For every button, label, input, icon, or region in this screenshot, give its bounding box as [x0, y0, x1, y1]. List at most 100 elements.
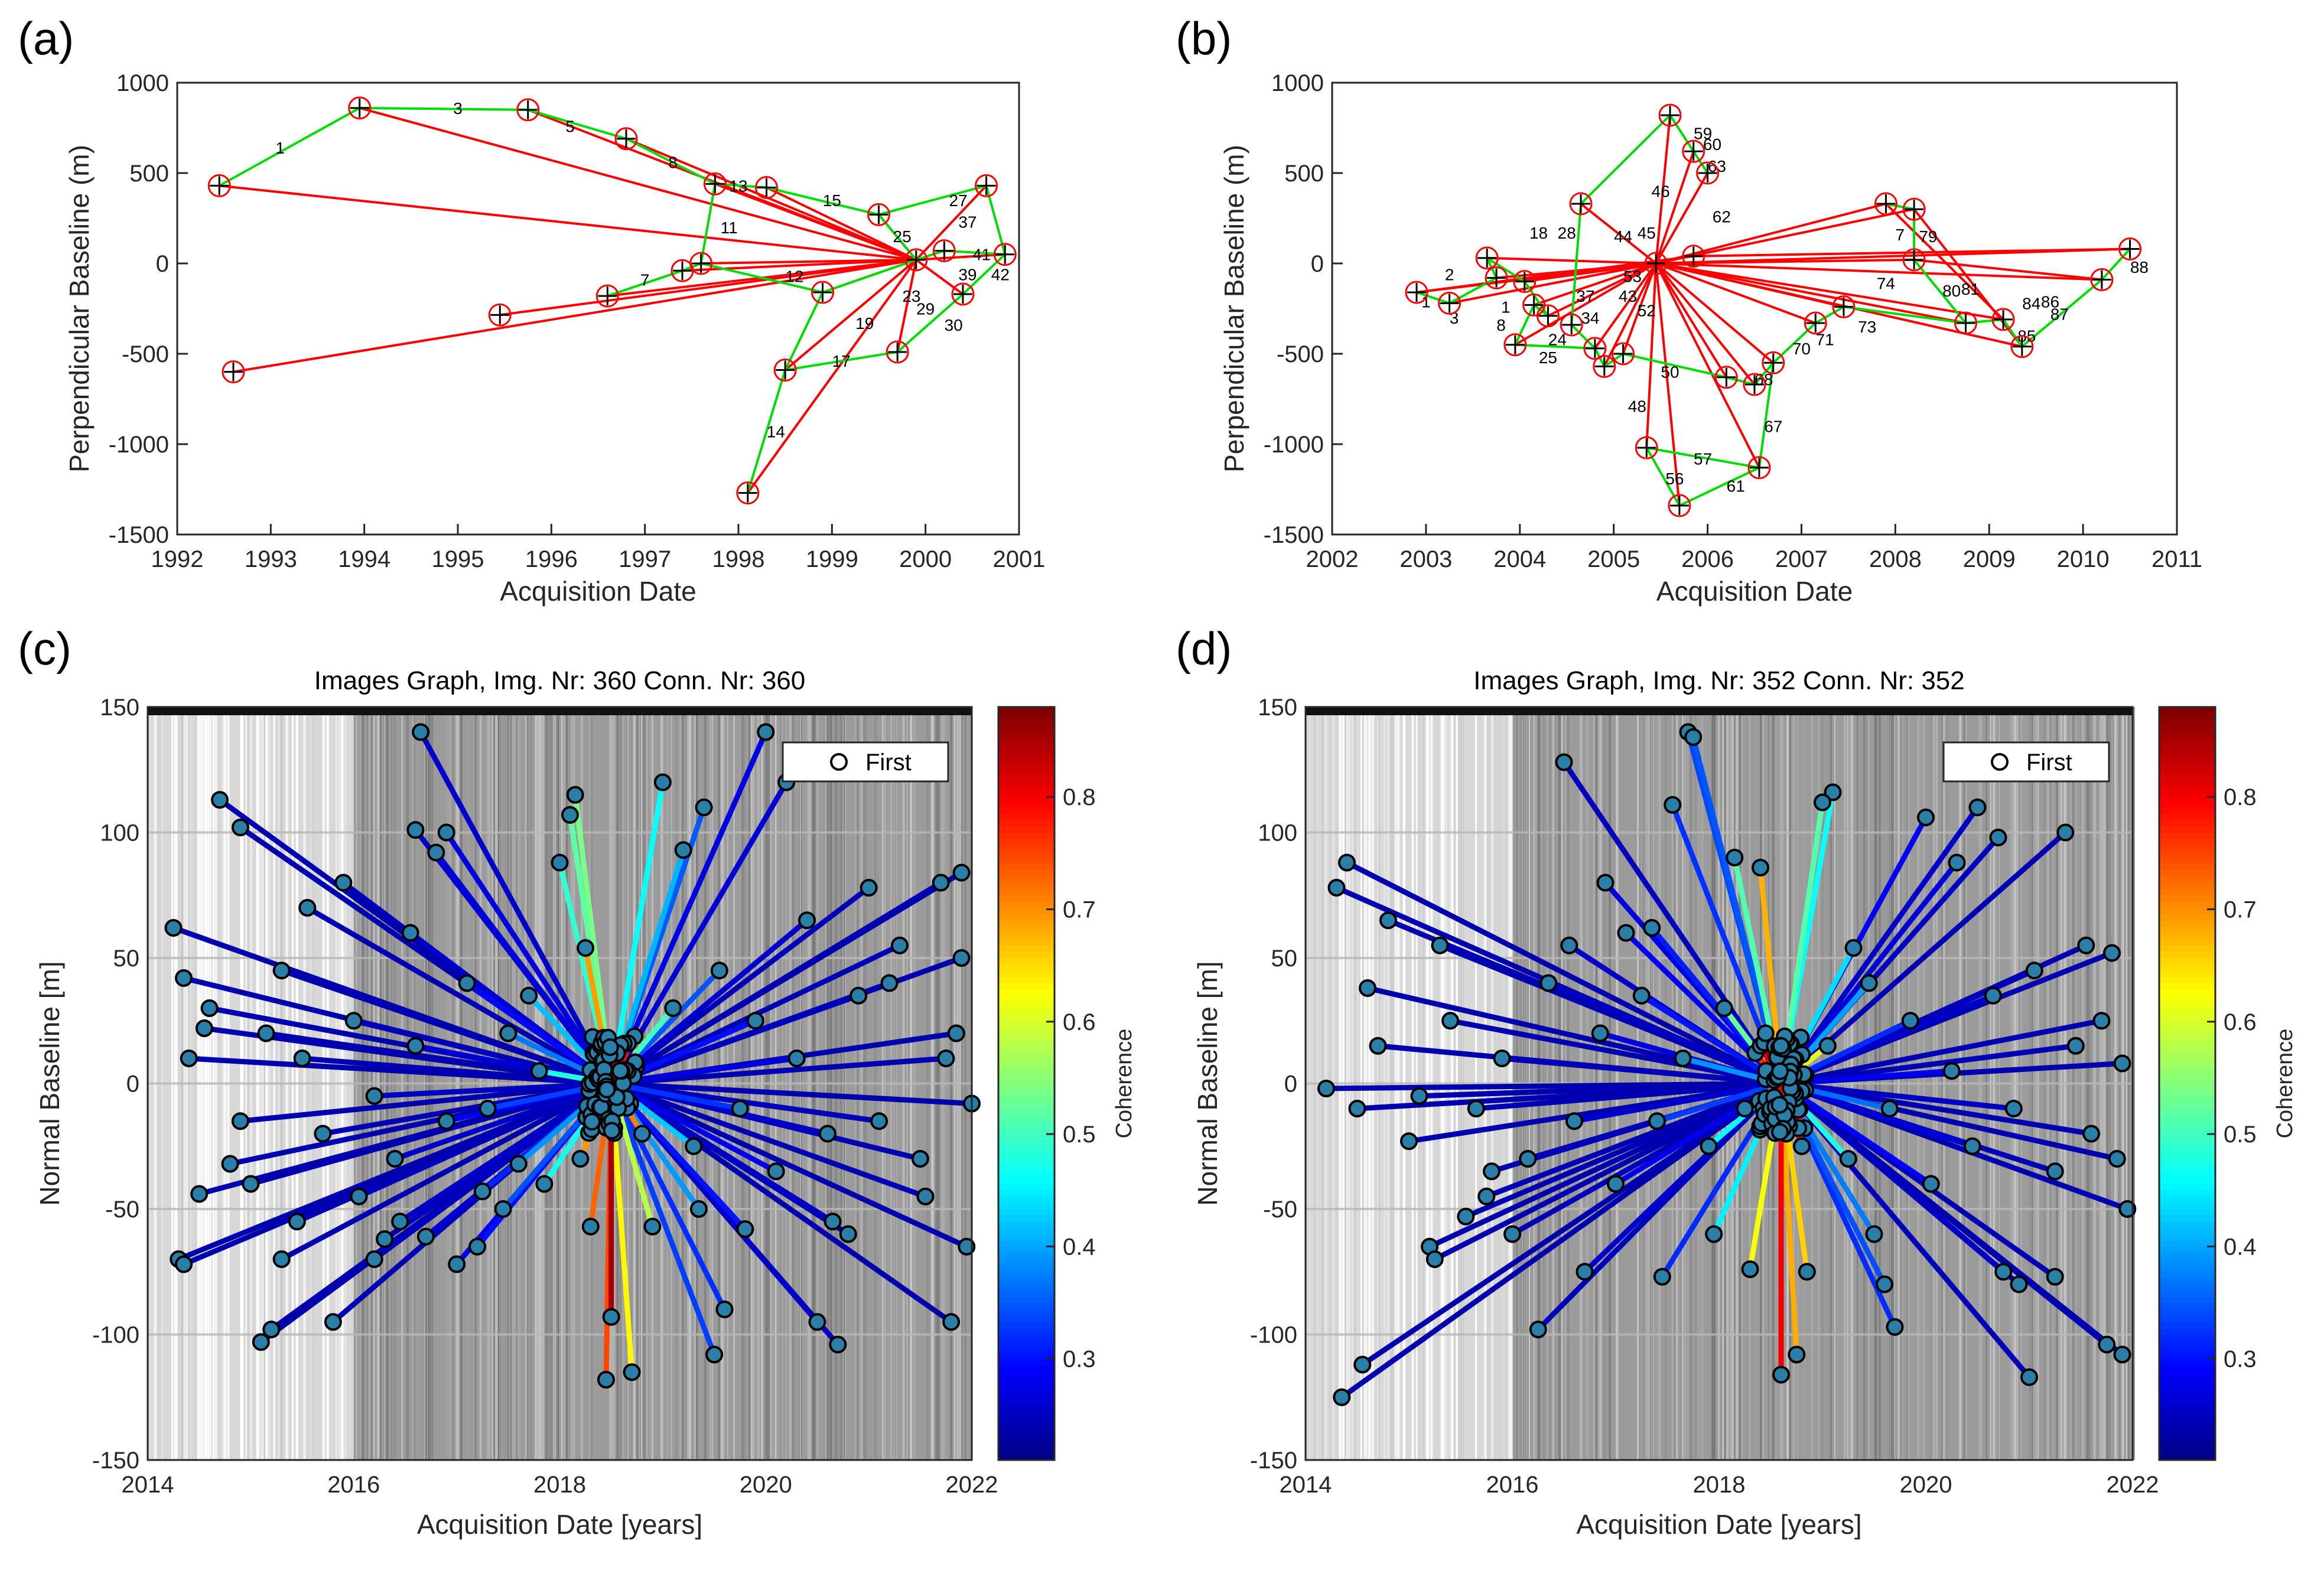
interferogram-edge — [1561, 760, 1784, 1086]
acquisition-node — [1747, 456, 1771, 480]
image-marker — [401, 924, 419, 942]
acquisition-node-cross — [1524, 295, 1544, 315]
baseline-edge-long — [1655, 151, 1695, 264]
colorbar-segment — [2159, 870, 2215, 877]
colorbar-segment — [2159, 1140, 2215, 1147]
colorbar-segment — [998, 889, 1054, 896]
edge-number-label: 8 — [1496, 316, 1506, 334]
image-marker — [602, 1308, 620, 1326]
image-marker — [1467, 1100, 1485, 1117]
baseline-edge-long — [915, 259, 964, 295]
interferogram-edge — [1359, 1081, 1784, 1367]
colorbar-segment — [2159, 1391, 2215, 1398]
image-marker — [880, 974, 899, 992]
acquisition-node-cross — [2092, 270, 2111, 289]
edge-number-label: 7 — [640, 271, 650, 289]
acquisition-node — [689, 252, 713, 275]
colorbar-tick-label: 0.8 — [2224, 784, 2257, 810]
x-tick-label: 1995 — [432, 546, 484, 572]
colorbar-segment — [998, 1246, 1054, 1254]
colorbar-segment — [998, 820, 1054, 827]
baseline-edge-short — [785, 350, 898, 371]
edge-number-label: 29 — [916, 300, 935, 318]
edge-number-label: 8 — [668, 154, 678, 172]
colorbar-segment — [2159, 1127, 2215, 1135]
colorbar-tick-label: 0.7 — [1063, 897, 1096, 923]
edge-number-label: 34 — [1581, 309, 1599, 327]
baseline-edge-long — [1655, 262, 1816, 324]
colorbar-segment — [998, 788, 1054, 796]
colorbar-segment — [2159, 782, 2215, 790]
image-marker — [200, 999, 219, 1017]
colorbar-segment — [2159, 1315, 2215, 1323]
baseline-edge-long — [1885, 203, 2004, 321]
colorbar-segment — [998, 725, 1054, 733]
colorbar-segment — [2159, 933, 2215, 940]
image-marker — [1353, 1355, 1372, 1374]
image-marker — [633, 1125, 651, 1143]
colorbar-segment — [2159, 983, 2215, 990]
image-marker — [916, 1187, 935, 1205]
colorbar-segment — [2159, 1265, 2215, 1273]
image-marker — [757, 723, 775, 741]
acquisition-node-cross — [1749, 458, 1769, 477]
colorbar-segment — [2159, 707, 2215, 714]
panel-a-chart: 1992 1993 1994 1995 1996 1997 1998 1999 2000 2001… — [64, 70, 1045, 607]
acquisition-node — [1475, 246, 1499, 270]
image-marker — [494, 1200, 512, 1218]
edge-number-label: 19 — [855, 314, 874, 333]
panel-b-chart: 2002 2003 2004 2005 2006 2007 2008 2009 2010 2011… — [1219, 70, 2202, 607]
image-marker — [598, 1080, 616, 1099]
colorbar-segment — [2159, 958, 2215, 965]
image-marker — [952, 863, 971, 882]
image-marker — [674, 841, 692, 859]
edge-number-label: 1 — [1421, 292, 1431, 311]
colorbar-segment — [998, 775, 1054, 783]
image-marker — [1457, 1207, 1475, 1226]
y-tick-label: 150 — [1258, 695, 1297, 721]
image-marker — [1942, 1062, 1961, 1080]
acquisition-node — [1832, 295, 1856, 318]
colorbar-segment — [998, 839, 1054, 846]
y-axis-label: Perpendicular Baseline (m) — [64, 145, 95, 472]
acquisition-node — [1902, 248, 1926, 272]
interferogram-edge — [1483, 1081, 1784, 1200]
acquisition-node-cross — [2012, 337, 2032, 356]
colorbar-segment — [2159, 1291, 2215, 1298]
image-marker — [1664, 796, 1682, 814]
colorbar-segment — [2159, 1259, 2215, 1266]
edge-number-label: 50 — [1661, 363, 1679, 382]
image-marker — [2113, 1054, 2131, 1073]
interferogram-edge — [608, 1081, 929, 1200]
image-marker — [1338, 853, 1356, 872]
colorbar-segment — [998, 1360, 1054, 1367]
image-marker — [164, 919, 183, 937]
acquisition-node — [951, 282, 975, 306]
baseline-edge-short — [701, 262, 823, 294]
image-marker — [581, 1217, 600, 1236]
image-marker — [1483, 1162, 1500, 1181]
colorbar-segment — [998, 1391, 1054, 1398]
colorbar-segment — [998, 1096, 1054, 1103]
colorbar-segment — [998, 1152, 1054, 1159]
image-marker — [1591, 1024, 1609, 1042]
colorbar-segment — [998, 1428, 1054, 1436]
y-axis-label: Normal Baseline [m] — [1192, 961, 1223, 1205]
colorbar-segment — [998, 713, 1054, 721]
edge-number-label: 59 — [1694, 125, 1712, 143]
image-marker — [1886, 1318, 1904, 1336]
baseline-edge-short — [359, 106, 528, 111]
image-marker — [1607, 1175, 1625, 1193]
acquisition-node-cross — [2120, 239, 2140, 259]
x-axis-label: Acquisition Date — [1656, 576, 1853, 607]
interferogram-edge — [248, 1081, 614, 1187]
panel-c-chart: Images Graph, Img. Nr: 360 Conn. Nr: 360… — [34, 666, 1137, 1540]
baseline-edge-long — [1514, 262, 1657, 346]
colorbar-segment — [2159, 763, 2215, 771]
image-marker — [715, 1301, 734, 1318]
image-marker — [195, 1019, 213, 1037]
colorbar-segment — [998, 1416, 1054, 1423]
baseline-edge-short — [2021, 279, 2103, 348]
colorbar-segment — [998, 1328, 1054, 1335]
interferogram-edge — [608, 729, 769, 1086]
